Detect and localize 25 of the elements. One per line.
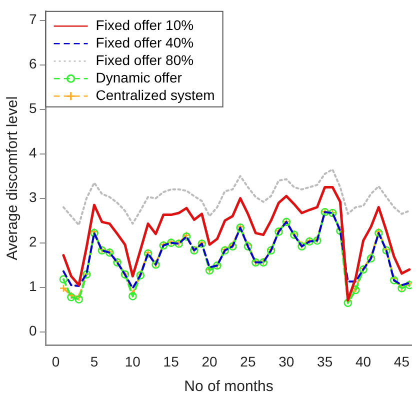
legend-label: Fixed offer 80%: [96, 52, 194, 68]
y-axis-title: Average discomfort level: [4, 96, 22, 260]
x-tick-label: 30: [278, 353, 294, 370]
legend-label: Fixed offer 10%: [96, 17, 194, 34]
x-tick-label: 40: [355, 353, 372, 370]
y-tick-label: 7: [28, 11, 37, 28]
x-tick-label: 25: [240, 353, 256, 370]
x-axis-title: No of months: [184, 378, 274, 396]
x-tick-label: 10: [124, 353, 141, 370]
x-tick-label: 15: [163, 353, 180, 370]
y-tick-label: 4: [28, 144, 37, 161]
legend-label: Fixed offer 40%: [96, 34, 194, 51]
y-tick-label: 2: [28, 234, 37, 250]
y-tick-label: 6: [28, 56, 37, 72]
legend-label: Centralized system: [96, 87, 215, 104]
y-tick-label: 3: [28, 189, 37, 206]
y-tick-label: 5: [28, 100, 37, 116]
x-tick-label: 20: [202, 353, 218, 370]
x-tick-label: 35: [317, 353, 333, 370]
legend-label: Dynamic offer: [96, 70, 182, 86]
y-tick-label: 1: [28, 278, 37, 294]
x-tick-label: 5: [90, 353, 98, 370]
x-tick-label: 0: [52, 353, 60, 370]
y-tick-label: 0: [28, 322, 37, 339]
x-tick-label: 45: [394, 353, 410, 370]
